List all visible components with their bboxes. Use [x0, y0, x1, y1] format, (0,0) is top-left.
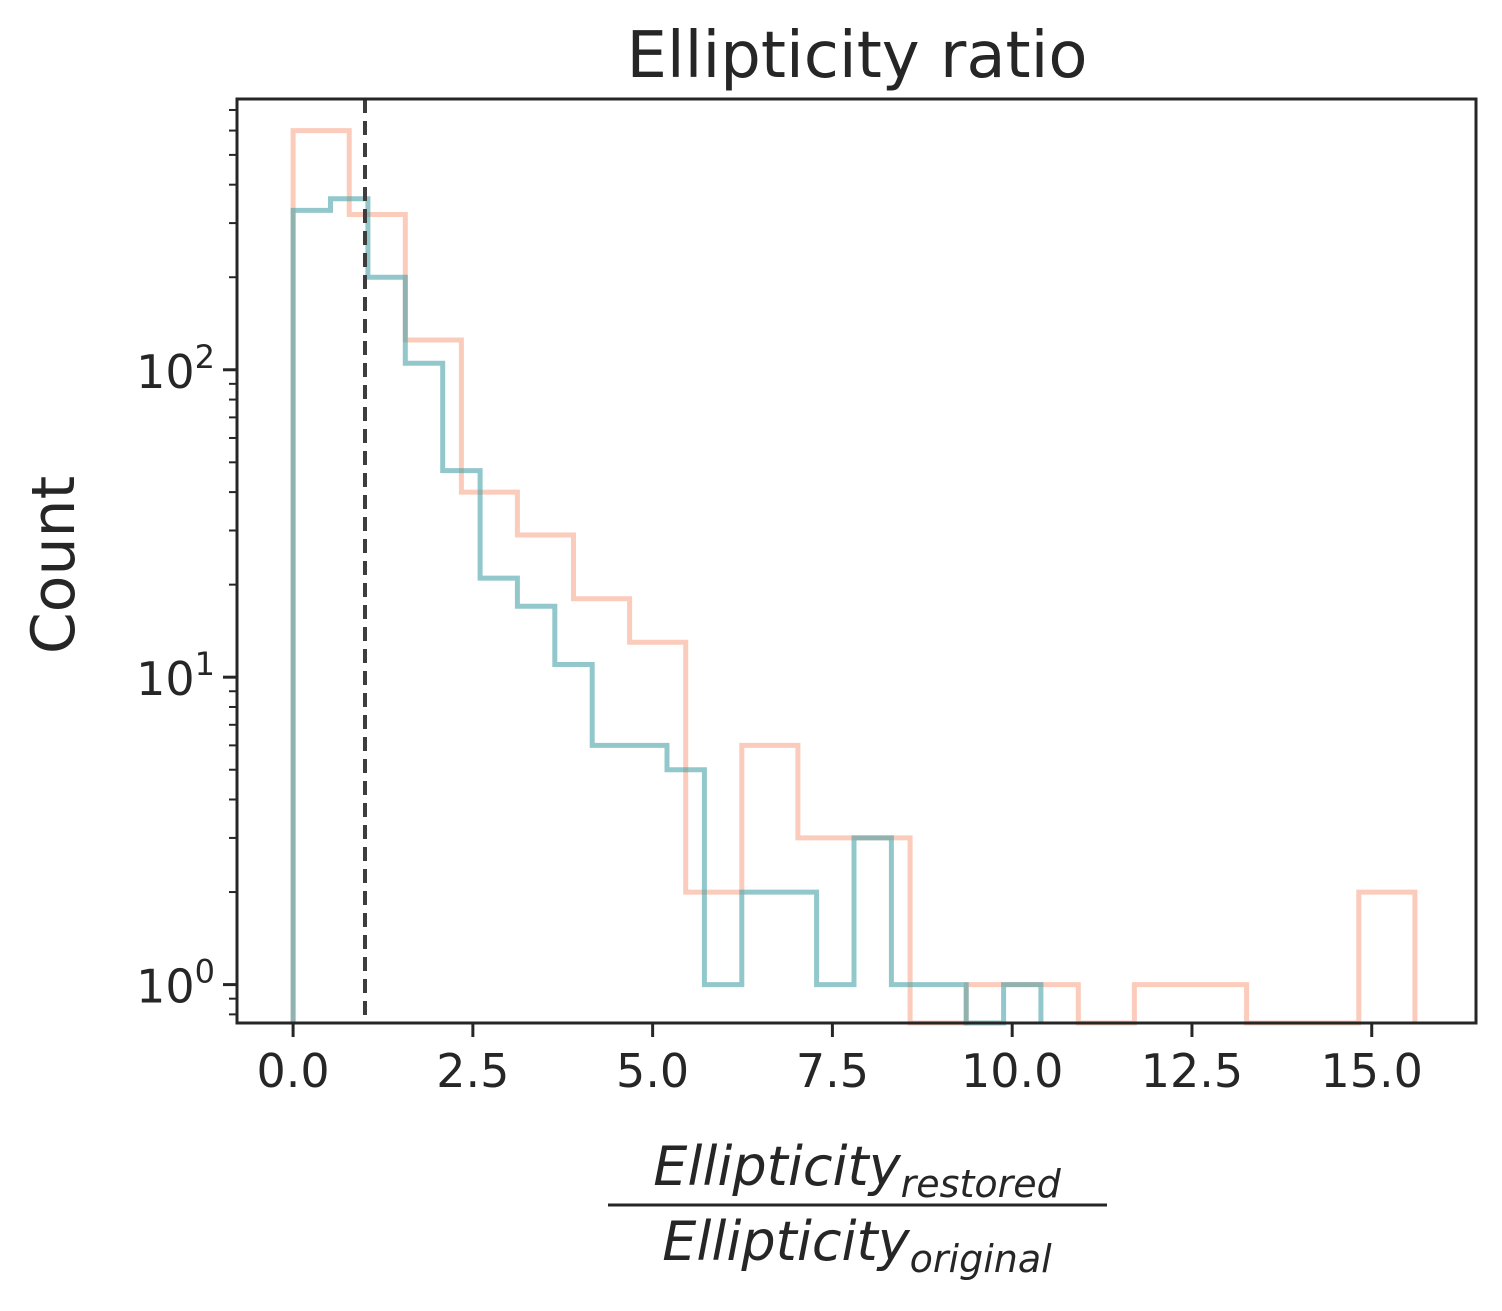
x-tick-label: 5.0 — [616, 1044, 689, 1098]
y-axis-label: Count — [19, 476, 89, 654]
histogram-series-1 — [290, 128, 1418, 1026]
numerator-sub: restored — [901, 1162, 1062, 1206]
y-tick-label: 101 — [136, 645, 215, 706]
chart-title: Ellipticity ratio — [626, 19, 1087, 93]
x-axis-label-numerator: Ellipticityrestored — [653, 1135, 1061, 1206]
denominator-base: Ellipticity — [662, 1210, 910, 1273]
x-tick-label: 10.0 — [961, 1044, 1063, 1098]
y-tick-label: 100 — [136, 953, 215, 1014]
x-tick-label: 0.0 — [257, 1044, 330, 1098]
x-axis-label: Ellipticityrestored Ellipticityoriginal — [608, 1135, 1107, 1281]
histogram-series-2 — [290, 196, 1044, 1026]
x-tick-label: 7.5 — [796, 1044, 869, 1098]
series-layer — [290, 128, 1418, 1026]
x-axis-label-denominator: Ellipticityoriginal — [662, 1210, 1052, 1281]
x-tick-label: 2.5 — [436, 1044, 509, 1098]
tick-layer: 0.0 2.5 5.0 7.5 10.0 12.5 15.0 100 101 102 — [136, 108, 1423, 1098]
numerator-base: Ellipticity — [653, 1135, 901, 1198]
x-tick-label: 15.0 — [1321, 1044, 1423, 1098]
y-tick-label: 102 — [136, 338, 215, 399]
denominator-sub: original — [910, 1237, 1052, 1281]
plot-frame — [235, 97, 1478, 1025]
x-tick-label: 12.5 — [1141, 1044, 1243, 1098]
